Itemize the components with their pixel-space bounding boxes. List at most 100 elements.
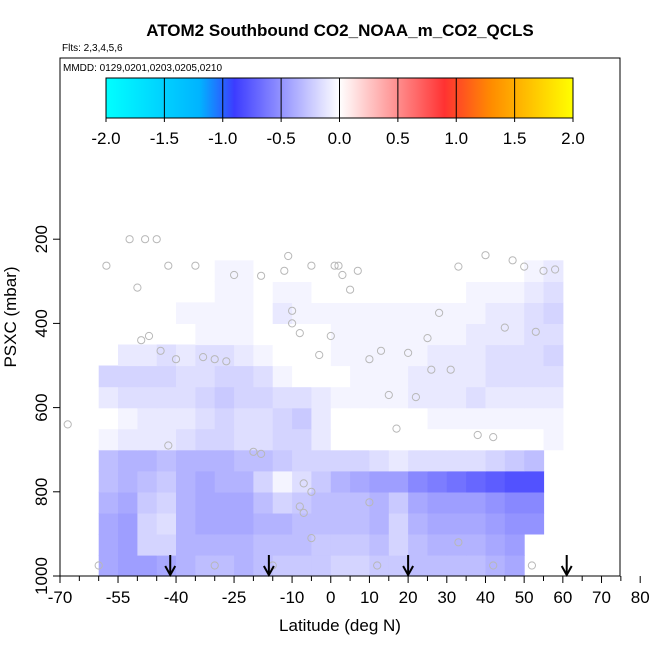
heatmap-cell (427, 302, 448, 324)
heatmap-cell (118, 533, 138, 556)
heatmap-cell (195, 512, 216, 535)
heatmap-cell (524, 323, 545, 346)
heatmap-cell (118, 512, 138, 535)
observation-circle (249, 447, 258, 456)
observation-circle (326, 331, 335, 341)
heatmap-cell (504, 428, 525, 451)
heatmap-cell (350, 302, 370, 324)
heatmap-cell (408, 533, 428, 556)
heatmap-cell (156, 344, 177, 367)
x-tick-label: 50 (515, 588, 534, 607)
observation-circle (520, 262, 529, 271)
heatmap-cell (446, 449, 467, 472)
heatmap-cell (118, 407, 138, 430)
heatmap-cell (156, 491, 177, 514)
heatmap-cell (504, 260, 525, 282)
heatmap-cell (292, 302, 312, 324)
heatmap-cell (369, 555, 390, 577)
observation-circle (152, 235, 161, 244)
heatmap-cell (485, 323, 506, 346)
heatmap-cell (214, 260, 235, 282)
heatmap-cell (311, 407, 332, 430)
heatmap-cell (388, 260, 409, 282)
heatmap-cell (311, 344, 332, 367)
heatmap-cell (137, 491, 158, 514)
y-axis-label: PSXC (mbar) (1, 266, 20, 367)
observation-circle (288, 319, 297, 328)
heatmap-cell (388, 365, 409, 388)
heatmap-cell (524, 302, 545, 324)
x-axis-label: Latitude (deg N) (279, 616, 401, 635)
x-tick-label: 40 (476, 588, 495, 607)
heatmap-cell (253, 344, 274, 367)
heatmap-cell (98, 491, 119, 514)
heatmap-cell (292, 407, 312, 430)
heatmap-cell (446, 428, 467, 451)
heatmap-cell (543, 344, 564, 367)
heatmap-cell (446, 555, 467, 577)
y-tick-label: 200 (32, 225, 51, 253)
heatmap-cell (427, 365, 448, 388)
heatmap-cell (408, 555, 428, 577)
heatmap-cell (234, 428, 254, 451)
heatmap-cell (272, 323, 293, 346)
heatmap-cell (156, 533, 177, 556)
heatmap-cell (446, 365, 467, 388)
heatmap-cell (446, 407, 467, 430)
heatmap-cell (524, 428, 545, 451)
heatmap-cell (504, 365, 525, 388)
heatmap-cell (504, 302, 525, 324)
heatmap-cell (446, 533, 467, 556)
heatmap-cell (524, 449, 545, 472)
heatmap-cell (311, 302, 332, 324)
heatmap-cell (214, 449, 235, 472)
heatmap-cell (214, 323, 235, 346)
plot-frame (59, 57, 621, 577)
heatmap-cell (292, 512, 312, 535)
heatmap-cell (98, 533, 119, 556)
heatmap-cell (272, 491, 293, 514)
heatmap-cell (427, 491, 448, 514)
heatmap-cell (388, 533, 409, 556)
heatmap-cell (408, 260, 428, 282)
heatmap-cell (272, 260, 293, 282)
heatmap-cell (98, 470, 119, 493)
heatmap-cell (524, 470, 545, 493)
heatmap-cell (253, 533, 274, 556)
heatmap-cell (311, 386, 332, 409)
heatmap-cell (446, 323, 467, 346)
heatmap-cell (118, 470, 138, 493)
observation-circle (299, 508, 308, 518)
heatmap-cell (543, 281, 564, 303)
heatmap-cell (137, 407, 158, 430)
heatmap-cell (272, 512, 293, 535)
heatmap-cell (311, 428, 332, 451)
heatmap-cell (427, 428, 448, 451)
heatmap-cell (466, 281, 486, 303)
heatmap-cell (98, 407, 119, 430)
heatmap-cell (195, 491, 216, 514)
heatmap-cell (214, 344, 235, 367)
heatmap-cell (330, 344, 351, 367)
heatmap-cell (253, 302, 274, 324)
heatmap-cell (156, 512, 177, 535)
x-tick-label: -55 (106, 588, 131, 607)
heatmap-cell (118, 386, 138, 409)
observation-circle (500, 323, 509, 332)
x-tick-label: 70 (592, 588, 611, 607)
heatmap-cell (311, 323, 332, 346)
heatmap-cell (253, 449, 274, 472)
heatmap-cell (485, 386, 506, 409)
heatmap-cell (98, 365, 119, 388)
heatmap-cell (485, 533, 506, 556)
heatmap-cell (330, 323, 351, 346)
heatmap-cell (195, 470, 216, 493)
heatmap-cell (408, 491, 428, 514)
colorbar-tick-label: -1.5 (150, 129, 179, 148)
heatmap-cell (292, 491, 312, 514)
colorbar-tick-label: 0.5 (386, 129, 410, 148)
x-tick-label: -40 (164, 588, 189, 607)
heatmap-cell (369, 470, 390, 493)
observation-circle (365, 498, 374, 507)
